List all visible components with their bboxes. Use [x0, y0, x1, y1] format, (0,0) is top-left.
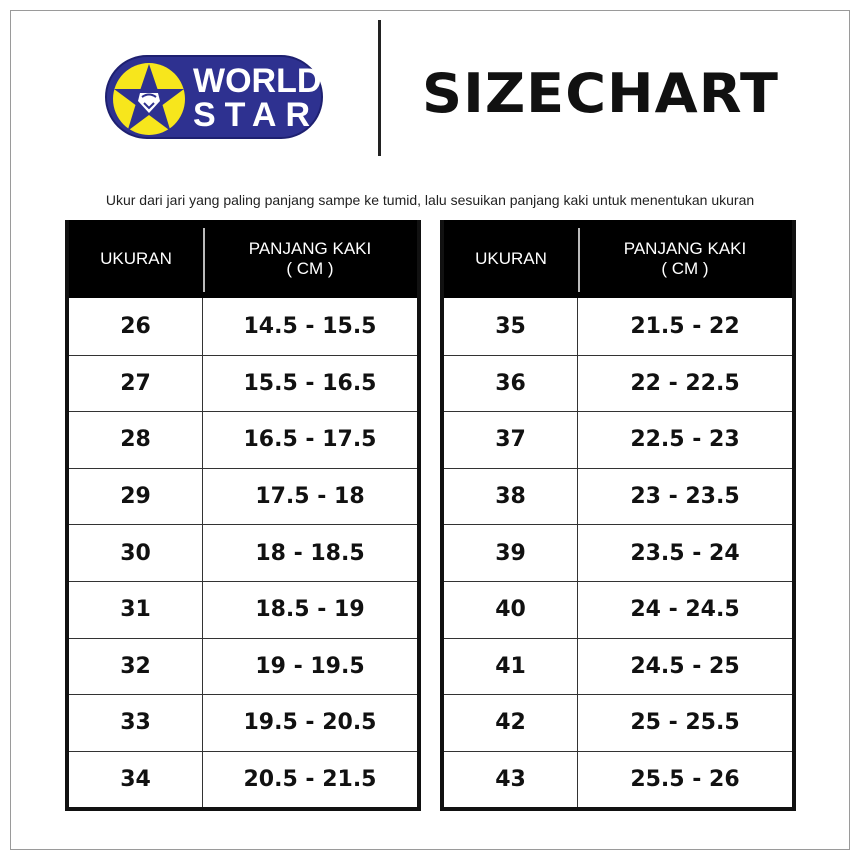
header-length-label: PANJANG KAKI	[623, 239, 747, 258]
header-divider	[378, 20, 381, 156]
table-row: 26 14.5 - 15.5	[69, 298, 417, 355]
size-cell: 26	[69, 298, 203, 355]
header-length-unit: ( CM )	[286, 259, 334, 278]
length-cell: 19 - 19.5	[255, 653, 365, 679]
table-row: 33 19.5 - 20.5	[69, 694, 417, 751]
size-cell: 35	[444, 298, 578, 355]
logo-text-star: STAR	[193, 96, 320, 134]
length-cell: 23 - 23.5	[630, 484, 740, 510]
size-cell: 29	[69, 468, 203, 525]
size-cell: 27	[69, 355, 203, 412]
size-table-left: UKURAN PANJANG KAKI ( CM ) 26 14.5 - 15.…	[65, 220, 421, 811]
table-row: 34 20.5 - 21.5	[69, 750, 417, 808]
header-length-unit: ( CM )	[661, 259, 709, 278]
table-row: 38 23 - 23.5	[444, 467, 792, 525]
table-body: 26 14.5 - 15.5 27 15.5 - 16.5 28 16.5 - …	[69, 298, 417, 808]
table-row: 28 16.5 - 17.5	[69, 411, 417, 468]
table-row: 42 25 - 25.5	[444, 694, 792, 751]
length-cell: 17.5 - 18	[255, 484, 365, 510]
size-cell: 31	[69, 581, 203, 638]
length-cell: 16.5 - 17.5	[243, 427, 377, 453]
size-table-right: UKURAN PANJANG KAKI ( CM ) 35 21.5 - 22 …	[440, 220, 796, 811]
length-cell: 19.5 - 20.5	[243, 710, 377, 736]
header-length-label: PANJANG KAKI	[248, 239, 372, 258]
table-row: 35 21.5 - 22	[444, 298, 792, 355]
size-cell: 40	[444, 581, 578, 638]
size-cell: 37	[444, 412, 578, 468]
table-row: 31 18.5 - 19	[69, 580, 417, 638]
table-row: 40 24 - 24.5	[444, 580, 792, 638]
instructions: Ukur dari jari yang paling panjang sampe…	[105, 192, 755, 208]
length-cell: 23.5 - 24	[630, 540, 740, 566]
length-cell: 18.5 - 19	[255, 597, 365, 623]
size-cell: 38	[444, 468, 578, 525]
table-row: 36 22 - 22.5	[444, 354, 792, 412]
length-cell: 21.5 - 22	[630, 313, 740, 339]
size-cell: 34	[69, 751, 203, 808]
table-row: 30 18 - 18.5	[69, 524, 417, 581]
page-frame	[10, 10, 850, 850]
length-cell: 24 - 24.5	[630, 597, 740, 623]
size-cell: 28	[69, 412, 203, 468]
length-cell: 22.5 - 23	[630, 427, 740, 453]
length-cell: 20.5 - 21.5	[243, 767, 377, 793]
size-cell: 39	[444, 525, 578, 581]
table-row: 27 15.5 - 16.5	[69, 354, 417, 412]
table-row: 43 25.5 - 26	[444, 750, 792, 808]
page-title: SIZECHART	[422, 62, 780, 125]
table-row: 37 22.5 - 23	[444, 411, 792, 468]
length-cell: 24.5 - 25	[630, 653, 740, 679]
length-cell: 25 - 25.5	[630, 710, 740, 736]
size-cell: 43	[444, 751, 578, 808]
size-cell: 36	[444, 355, 578, 412]
header-length: PANJANG KAKI ( CM )	[578, 220, 792, 298]
table-row: 39 23.5 - 24	[444, 524, 792, 581]
header-separator	[203, 228, 205, 292]
size-cell: 30	[69, 525, 203, 581]
header-separator	[578, 228, 580, 292]
length-cell: 15.5 - 16.5	[243, 370, 377, 396]
star-emblem-icon	[113, 63, 185, 135]
length-cell: 22 - 22.5	[630, 370, 740, 396]
table-row: 41 24.5 - 25	[444, 637, 792, 695]
logo-text-world: WORLD	[193, 62, 322, 100]
table-header: UKURAN PANJANG KAKI ( CM )	[444, 220, 792, 298]
length-cell: 18 - 18.5	[255, 540, 365, 566]
header-length: PANJANG KAKI ( CM )	[203, 220, 417, 298]
table-body: 35 21.5 - 22 36 22 - 22.5 37 22.5 - 23 3…	[444, 298, 792, 808]
table-header: UKURAN PANJANG KAKI ( CM )	[69, 220, 417, 298]
size-cell: 41	[444, 638, 578, 695]
header-size: UKURAN	[100, 249, 172, 268]
world-star-logo: WORLD STAR	[105, 55, 323, 139]
table-row: 29 17.5 - 18	[69, 467, 417, 525]
table-row: 32 19 - 19.5	[69, 637, 417, 695]
length-cell: 25.5 - 26	[630, 767, 740, 793]
size-cell: 33	[69, 695, 203, 751]
size-cell: 42	[444, 695, 578, 751]
size-cell: 32	[69, 638, 203, 695]
header-size: UKURAN	[475, 249, 547, 268]
length-cell: 14.5 - 15.5	[243, 313, 377, 339]
